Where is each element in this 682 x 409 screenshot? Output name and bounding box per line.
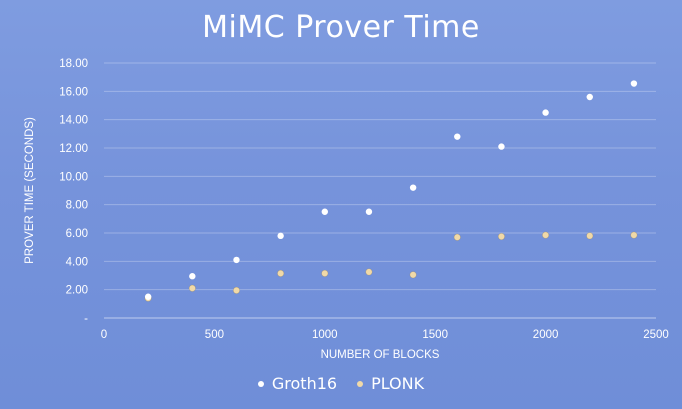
legend-marker-groth16 bbox=[257, 380, 264, 387]
point-groth16 bbox=[409, 184, 417, 191]
point-groth16 bbox=[144, 293, 152, 300]
point-plonk bbox=[453, 233, 461, 241]
y-tick-label: 14.00 bbox=[59, 115, 88, 127]
y-tick-label: 8.00 bbox=[66, 200, 88, 212]
point-plonk bbox=[232, 286, 240, 294]
point-plonk bbox=[321, 269, 329, 277]
point-groth16 bbox=[586, 93, 593, 101]
y-tick-label: 18.00 bbox=[59, 58, 88, 70]
y-tick-label: - bbox=[84, 313, 88, 325]
point-groth16 bbox=[454, 133, 461, 140]
grid-lines bbox=[104, 62, 656, 319]
point-plonk bbox=[188, 284, 196, 292]
legend-item-groth16: Groth16 bbox=[257, 374, 338, 393]
point-groth16 bbox=[630, 80, 638, 87]
x-axis-ticks: 0 500 1000 1500 2000 2500 bbox=[101, 329, 669, 341]
x-tick-label: 0 bbox=[101, 329, 107, 341]
point-groth16 bbox=[498, 143, 505, 150]
point-groth16 bbox=[542, 109, 549, 116]
y-tick-label: 4.00 bbox=[66, 256, 88, 268]
point-plonk bbox=[497, 233, 505, 241]
point-groth16 bbox=[321, 208, 328, 215]
point-plonk bbox=[542, 231, 550, 239]
point-plonk bbox=[277, 269, 285, 277]
point-groth16 bbox=[233, 256, 240, 264]
x-tick-label: 1500 bbox=[422, 329, 448, 341]
y-tick-label: 12.00 bbox=[59, 143, 88, 155]
point-plonk bbox=[586, 232, 594, 240]
y-tick-label: 10.00 bbox=[59, 171, 88, 183]
y-axis-ticks: - 2.00 4.00 6.00 8.00 10.00 12.00 14.00 16.00 18.… bbox=[59, 58, 88, 325]
x-axis-title: NUMBER OF BLOCKS bbox=[321, 349, 440, 361]
legend-marker-plonk bbox=[357, 380, 364, 387]
x-tick-label: 500 bbox=[205, 329, 224, 341]
x-tick-label: 1000 bbox=[312, 329, 338, 341]
x-tick-label: 2500 bbox=[643, 329, 669, 341]
point-plonk bbox=[365, 268, 373, 276]
point-plonk bbox=[409, 271, 417, 279]
legend-label-plonk: PLONK bbox=[371, 374, 425, 393]
chart-legend: Groth16 PLONK bbox=[0, 374, 682, 393]
legend-label-groth16: Groth16 bbox=[271, 374, 338, 393]
y-tick-label: 2.00 bbox=[66, 285, 88, 297]
point-groth16 bbox=[189, 273, 196, 280]
chart-title: MiMC Prover Time bbox=[202, 10, 480, 45]
point-plonk bbox=[630, 231, 638, 239]
y-axis-title: PROVER TIME (SECONDS) bbox=[24, 117, 36, 264]
point-groth16 bbox=[277, 232, 284, 240]
point-groth16 bbox=[365, 208, 373, 215]
data-points bbox=[144, 80, 638, 302]
x-tick-label: 2000 bbox=[533, 329, 559, 341]
y-tick-label: 6.00 bbox=[66, 228, 88, 240]
y-tick-label: 16.00 bbox=[59, 86, 88, 98]
legend-item-plonk: PLONK bbox=[357, 374, 424, 393]
